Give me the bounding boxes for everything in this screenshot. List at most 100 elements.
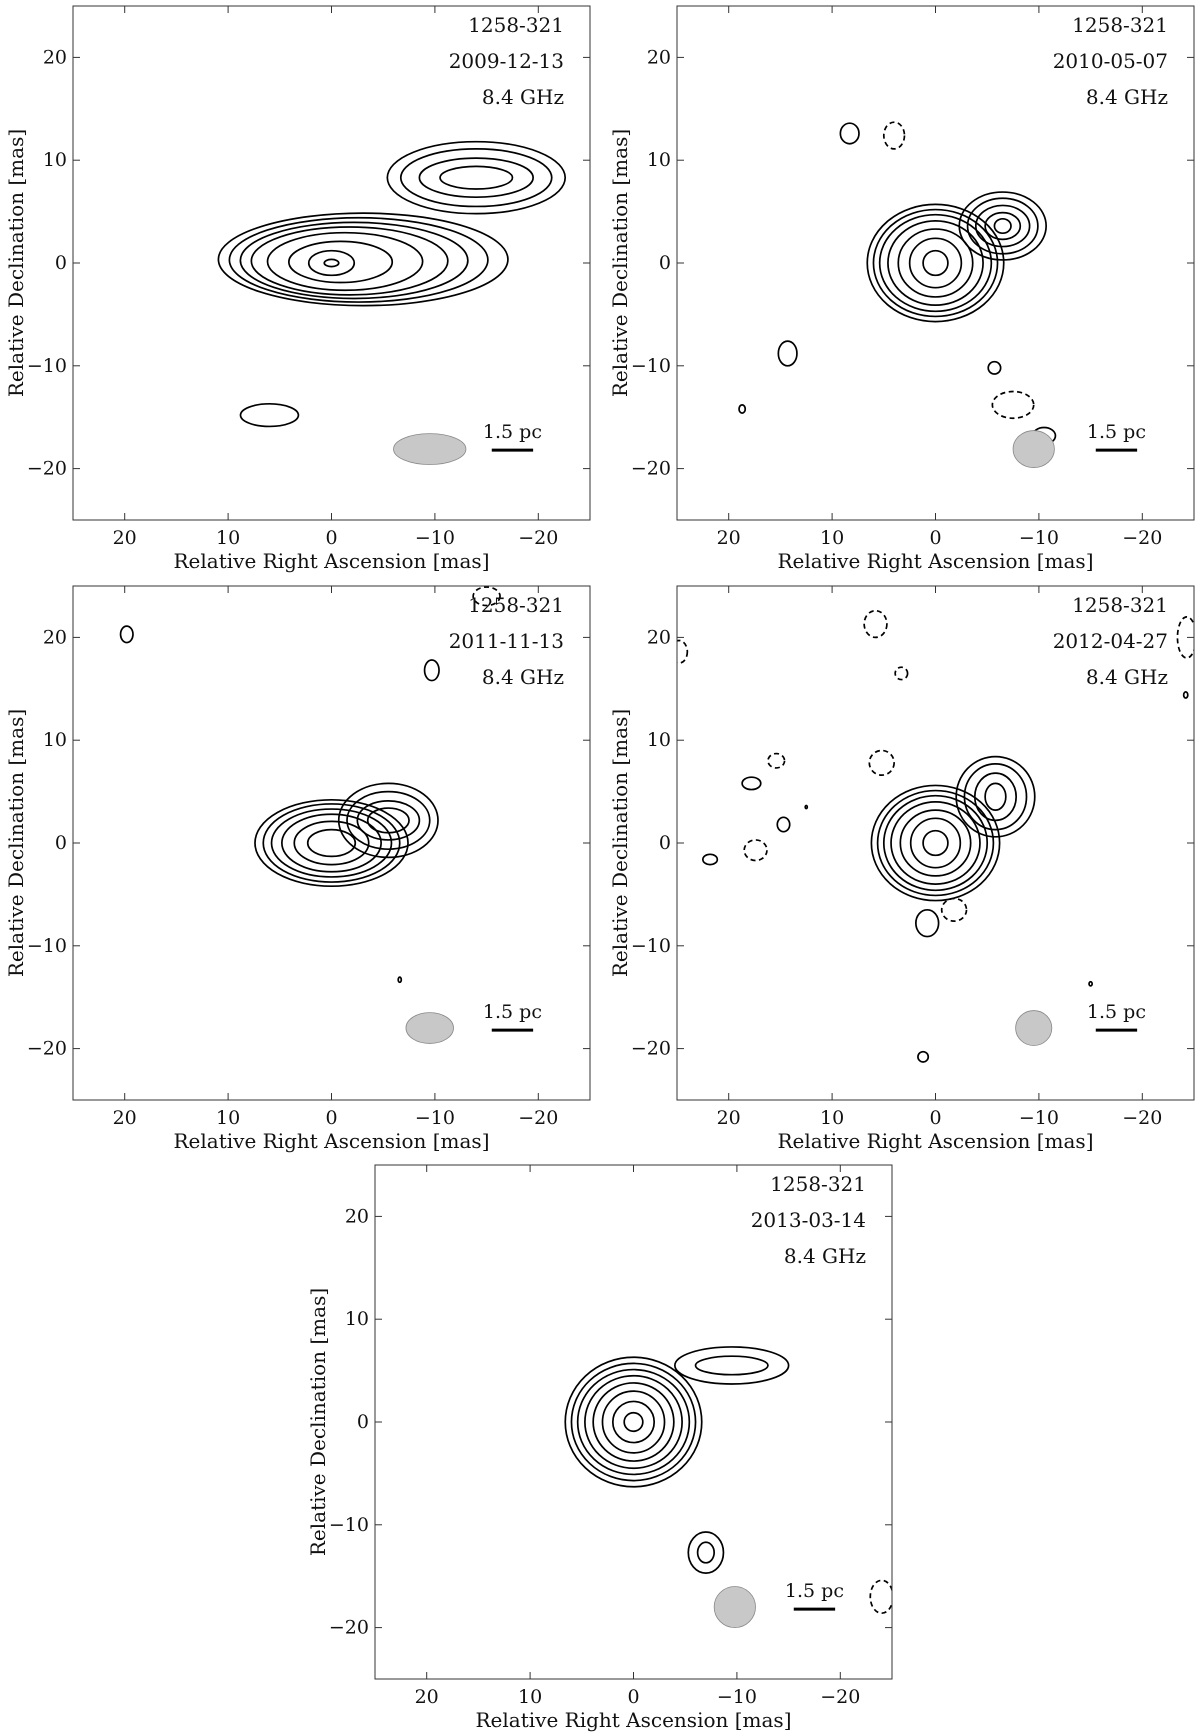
contour — [293, 820, 370, 866]
x-axis-label: Relative Right Ascension [mas] — [476, 1708, 792, 1732]
contour — [418, 157, 534, 199]
contour — [570, 1362, 697, 1482]
plot-area — [564, 1346, 892, 1628]
y-tick-label: 20 — [43, 46, 67, 68]
scale-label: 1.5 pc — [1087, 1001, 1146, 1023]
y-tick-label: −20 — [329, 1617, 369, 1639]
contour — [687, 1531, 725, 1574]
contour — [423, 659, 440, 682]
contour — [254, 798, 409, 888]
y-tick-label: −10 — [27, 355, 67, 377]
x-tick-label: 10 — [216, 527, 240, 549]
plot-area — [119, 586, 501, 1044]
x-tick-label: 0 — [325, 1107, 337, 1129]
beam-ellipse — [1012, 430, 1055, 468]
contour — [576, 1368, 691, 1476]
contour — [917, 1050, 930, 1063]
contour — [890, 801, 981, 885]
y-tick-label: 0 — [357, 1411, 369, 1433]
contour — [958, 191, 1047, 261]
y-tick-label: 20 — [647, 626, 671, 648]
x-tick-label: −10 — [1019, 527, 1059, 549]
contour — [228, 216, 489, 303]
negative-contour — [894, 666, 909, 681]
negative-contour — [472, 586, 501, 607]
contour — [966, 197, 1039, 255]
contour — [307, 249, 356, 277]
y-tick-label: 10 — [345, 1308, 369, 1330]
x-tick-label: 10 — [216, 1107, 240, 1129]
x-tick-label: −10 — [415, 1107, 455, 1129]
y-axis-label: Relative Declination [mas] — [4, 709, 28, 977]
contour — [386, 140, 567, 215]
plot-area — [738, 121, 1057, 468]
contour — [993, 217, 1012, 235]
contour — [908, 237, 963, 289]
contour — [909, 817, 962, 869]
negative-contour — [743, 839, 768, 862]
contour — [777, 340, 798, 367]
x-tick-label: 20 — [415, 1686, 439, 1708]
contour — [674, 1346, 790, 1385]
beam-ellipse — [713, 1586, 756, 1628]
contour — [887, 220, 984, 306]
x-axis-label: Relative Right Ascension [mas] — [778, 1129, 1094, 1153]
x-tick-label: 10 — [820, 1107, 844, 1129]
contour — [915, 908, 940, 938]
x-tick-label: −10 — [415, 527, 455, 549]
y-tick-label: −10 — [27, 935, 67, 957]
y-tick-label: 0 — [55, 252, 67, 274]
contour — [266, 231, 424, 292]
contour — [281, 813, 382, 873]
y-tick-label: −20 — [631, 458, 671, 480]
frequency-label: 8.4 GHz — [1086, 665, 1168, 689]
x-tick-label: −20 — [1122, 527, 1162, 549]
contour — [974, 204, 1031, 248]
contour — [239, 402, 300, 428]
scale-label: 1.5 pc — [1087, 421, 1146, 443]
y-axis-label: Relative Declination [mas] — [608, 129, 632, 397]
contour — [239, 221, 469, 300]
negative-contour — [767, 752, 786, 769]
contour — [963, 762, 1028, 831]
contour — [897, 228, 974, 298]
scale-label: 1.5 pc — [483, 421, 542, 443]
contour — [876, 789, 995, 897]
contour — [738, 404, 747, 414]
beam-ellipse — [1015, 1010, 1053, 1046]
contour — [899, 809, 972, 877]
contour — [584, 1374, 683, 1470]
frequency-label: 8.4 GHz — [1086, 85, 1168, 109]
y-tick-label: −10 — [631, 355, 671, 377]
y-tick-label: −10 — [329, 1514, 369, 1536]
frequency-label: 8.4 GHz — [482, 665, 564, 689]
frequency-label: 8.4 GHz — [784, 1244, 866, 1268]
y-tick-label: 10 — [43, 149, 67, 171]
contour — [287, 240, 394, 284]
contour — [323, 258, 340, 268]
contour — [623, 1411, 644, 1433]
x-axis-label: Relative Right Ascension [mas] — [778, 549, 1094, 573]
panel-4: 1.5 pc 20 10 0 −10 −20 20 10 0 −10 −20 Relative Rig… — [608, 585, 1195, 1153]
date-label: 2009-12-13 — [449, 49, 564, 73]
negative-contour — [1176, 615, 1194, 659]
contour — [439, 165, 514, 190]
x-tick-label: −20 — [518, 1107, 558, 1129]
contour — [776, 816, 791, 833]
source-label: 1258-321 — [468, 593, 564, 617]
x-tick-label: 10 — [820, 527, 844, 549]
contour — [611, 1400, 656, 1444]
y-tick-label: 0 — [659, 832, 671, 854]
contour — [601, 1390, 666, 1454]
panel-1: 1.5 pc 20 10 0 −10 −20 20 10 0 −10 −20 Relative Rig… — [4, 5, 591, 573]
contour — [306, 828, 357, 858]
scale-label: 1.5 pc — [483, 1001, 542, 1023]
date-label: 2011-11-13 — [449, 629, 564, 653]
x-tick-label: 0 — [627, 1686, 639, 1708]
contour — [984, 211, 1022, 241]
contour — [346, 790, 431, 851]
y-axis-label: Relative Declination [mas] — [608, 709, 632, 977]
x-tick-label: 20 — [717, 1107, 741, 1129]
y-tick-label: 10 — [647, 149, 671, 171]
